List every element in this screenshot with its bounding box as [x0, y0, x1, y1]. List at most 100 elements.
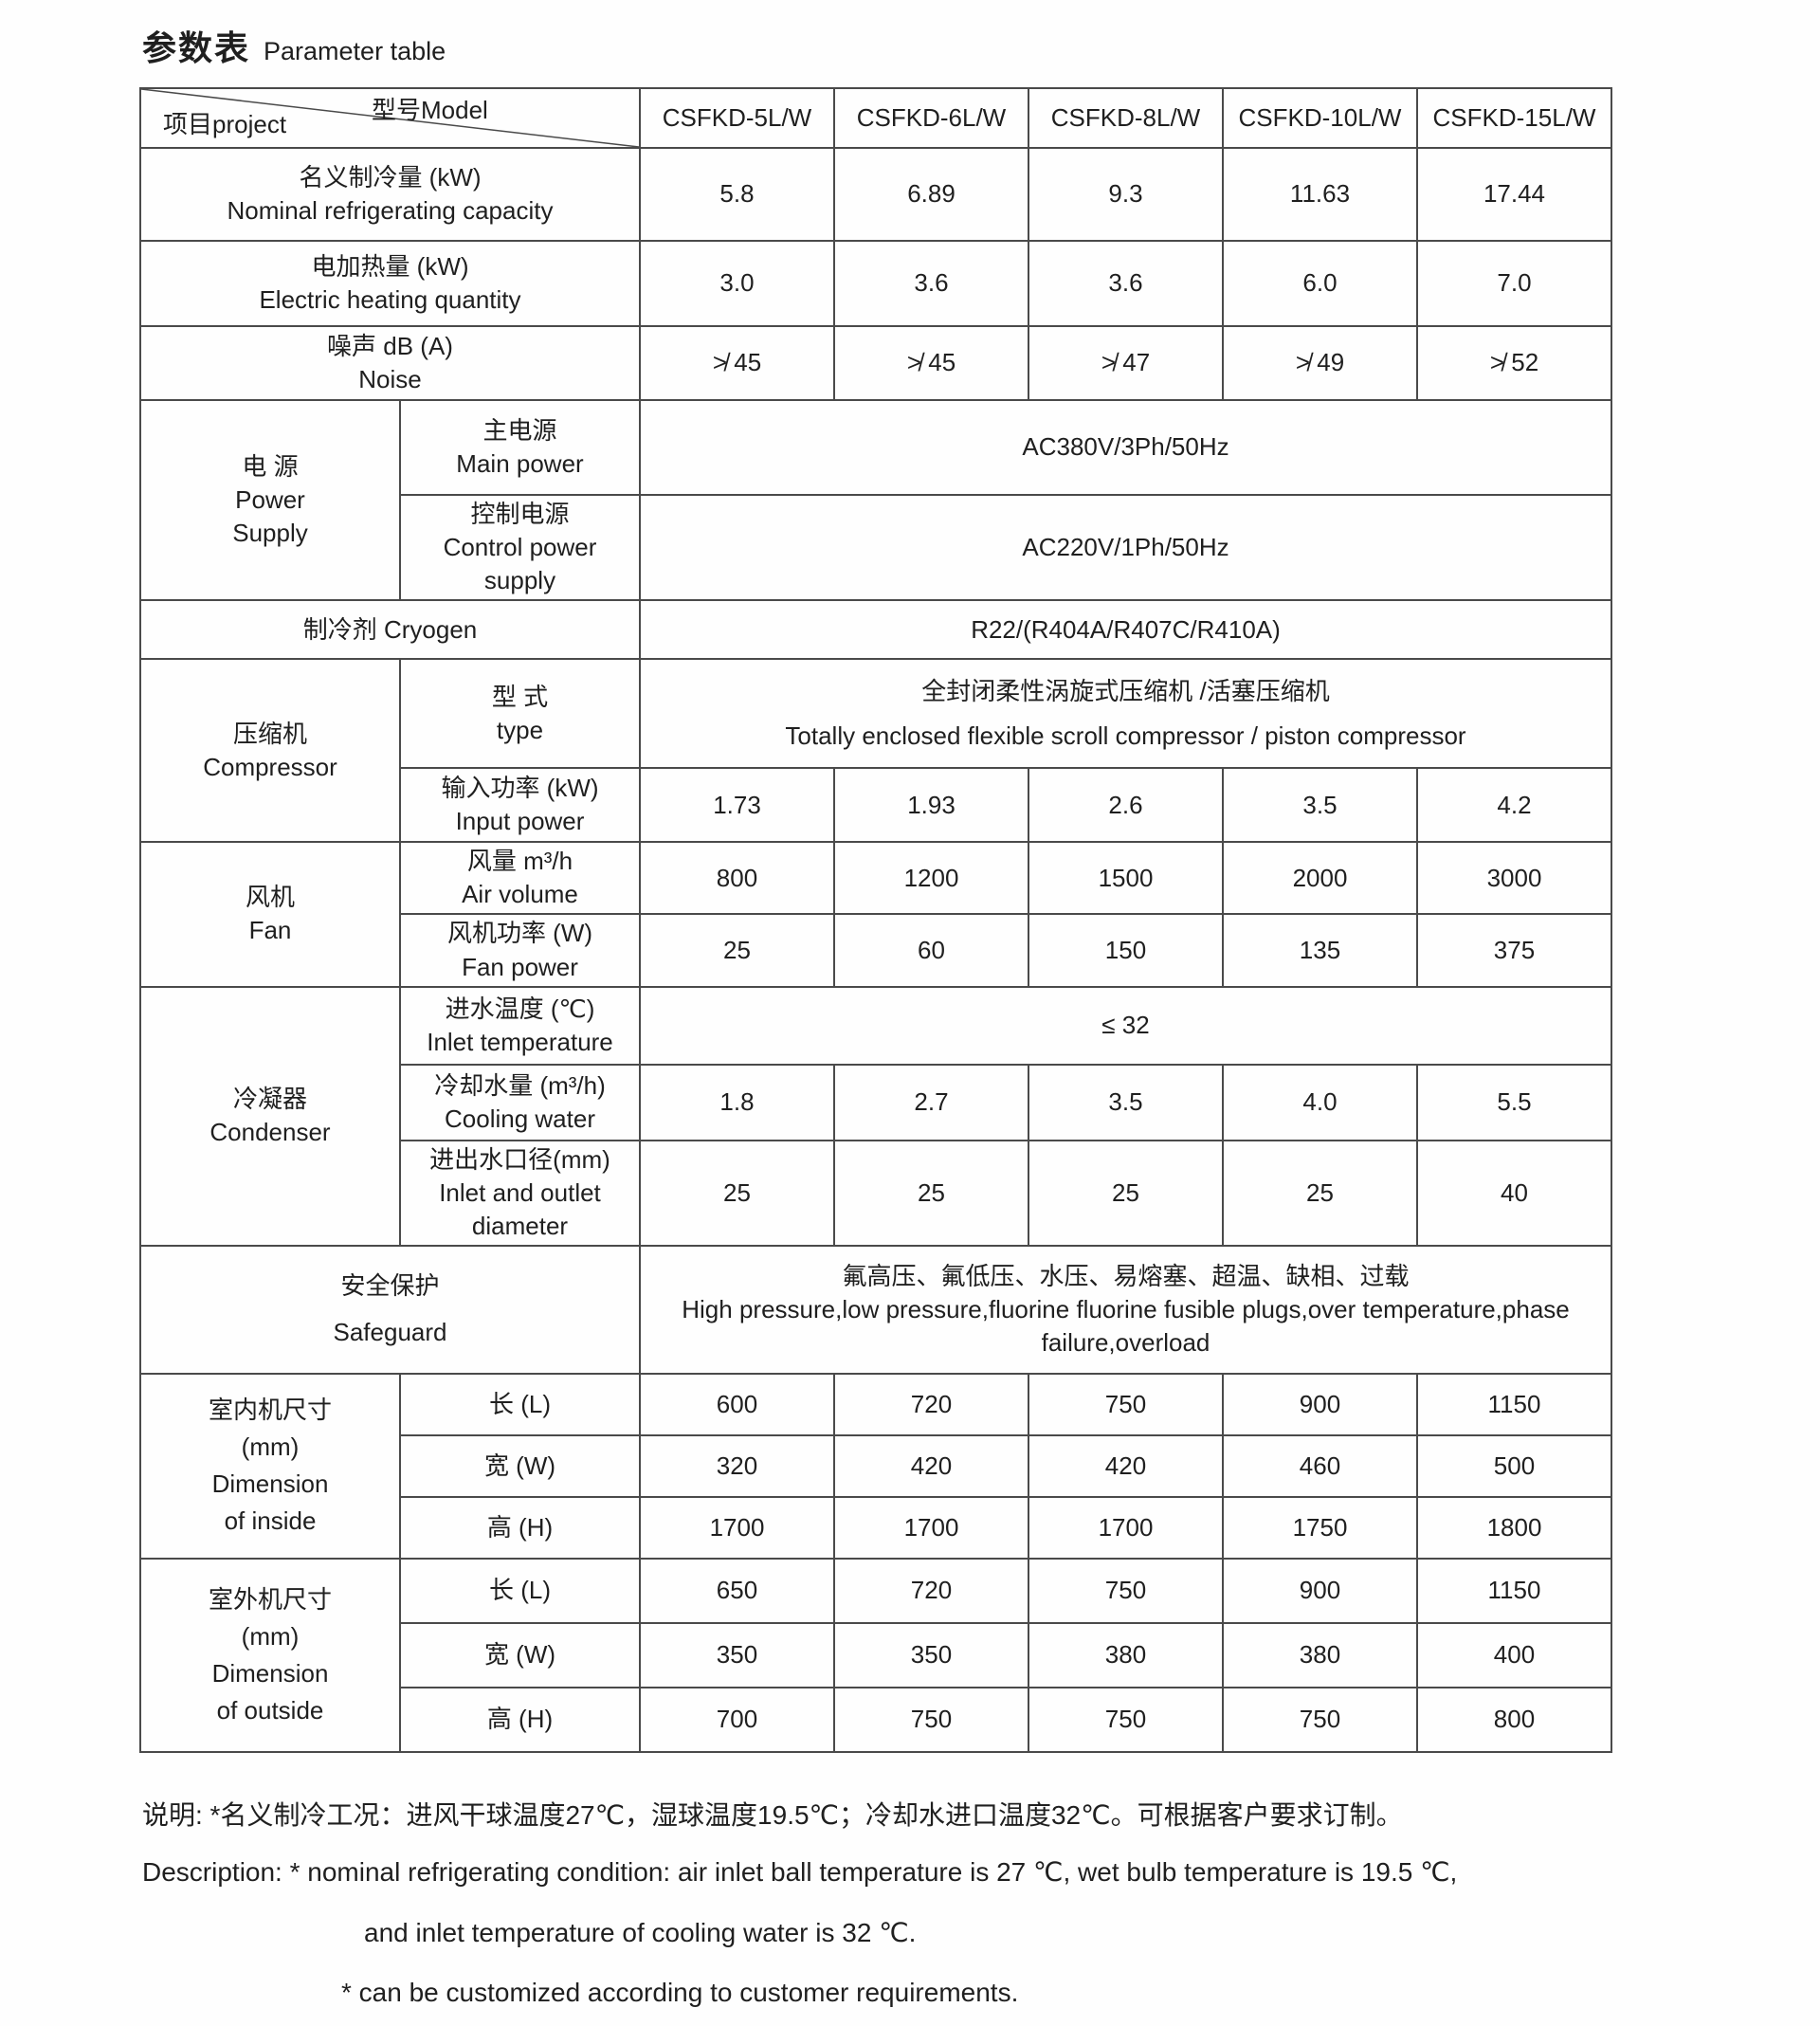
- value-cell-control-power: AC220V/1Ph/50Hz: [639, 493, 1612, 602]
- footnote-en-line2: and inlet temperature of cooling water i…: [364, 1918, 917, 1947]
- model-header: CSFKD-5L/W: [639, 87, 835, 149]
- row-label-safeguard: 安全保护 Safeguard: [139, 1244, 641, 1375]
- value-cell: 6.0: [1222, 240, 1418, 327]
- value-cell: 900: [1222, 1372, 1418, 1436]
- value-cell: 750: [1028, 1372, 1224, 1436]
- value-cell: 420: [833, 1433, 1029, 1498]
- row-outside-length: 室外机尺寸 (mm) Dimension of outside 长 (L) 65…: [139, 1557, 1612, 1753]
- sub-label-input-power: 输入功率 (kW) Input power: [399, 767, 641, 844]
- value-cell: 4.0: [1222, 1063, 1418, 1141]
- value-cell: 375: [1416, 913, 1612, 988]
- sub-label-cooling-water: 冷却水量 (m³/h) Cooling water: [399, 1063, 641, 1141]
- value-cell: 3.0: [639, 240, 835, 327]
- value-cell: 500: [1416, 1433, 1612, 1498]
- group-label-condenser: 冷凝器 Condenser: [139, 985, 401, 1247]
- value-cell: 40: [1416, 1139, 1612, 1247]
- value-cell: 800: [1416, 1686, 1612, 1753]
- group-label-compressor: 压缩机 Compressor: [139, 658, 401, 844]
- value-cell-compressor-type: 全封闭柔性涡旋式压缩机 /活塞压缩机 Totally enclosed flex…: [639, 658, 1612, 770]
- row-outside-width: 宽 (W) 350 350 380 380 400: [140, 1621, 1612, 1688]
- row-power-control: 控制电源 Control power supply AC220V/1Ph/50H…: [140, 493, 1612, 602]
- value-cell: 7.0: [1416, 240, 1612, 327]
- model-header: CSFKD-8L/W: [1028, 87, 1224, 149]
- value-cell: 3.5: [1028, 1063, 1224, 1141]
- row-label-nominal: 名义制冷量 (kW) Nominal refrigerating capacit…: [139, 147, 641, 242]
- corner-cell: 型号Model 项目project: [139, 87, 641, 149]
- row-power-main: 电 源 Power Supply 主电源 Main power AC380V/3…: [139, 398, 1612, 602]
- row-fan-air-volume: 风机 Fan 风量 m³/h Air volume 800 1200 1500 …: [139, 841, 1612, 988]
- model-header: CSFKD-6L/W: [833, 87, 1029, 149]
- row-condenser-cooling-water: 冷却水量 (m³/h) Cooling water 1.8 2.7 3.5 4.…: [140, 1063, 1612, 1141]
- row-condenser-inlet-temp: 冷凝器 Condenser 进水温度 (℃) Inlet temperature…: [139, 985, 1612, 1247]
- value-cell: 650: [639, 1557, 835, 1624]
- row-header: 型号Model 项目project CSFKD-5L/W CSFKD-6L/W …: [139, 87, 1612, 149]
- value-cell: 3000: [1416, 841, 1612, 916]
- value-cell: 380: [1222, 1621, 1418, 1688]
- value-cell: 1750: [1222, 1495, 1418, 1560]
- footnote-zh: 说明: *名义制冷工况：进风干球温度27℃，湿球温度19.5℃；冷却水进口温度3…: [142, 1800, 1403, 1830]
- value-cell: 1200: [833, 841, 1029, 916]
- value-cell: 1.93: [833, 767, 1029, 844]
- value-cell: 600: [639, 1372, 835, 1436]
- value-cell: 2.7: [833, 1063, 1029, 1141]
- value-cell: 750: [1222, 1686, 1418, 1753]
- value-cell: 9.3: [1028, 147, 1224, 242]
- value-cell: 25: [1028, 1139, 1224, 1247]
- value-cell: 800: [639, 841, 835, 916]
- row-label-noise: 噪声 dB (A) Noise: [139, 325, 641, 401]
- value-cell: 25: [833, 1139, 1029, 1247]
- group-label-power-supply: 电 源 Power Supply: [139, 398, 401, 602]
- value-cell-safeguard: 氟高压、氟低压、水压、易熔塞、超温、缺相、过载 High pressure,lo…: [639, 1244, 1612, 1375]
- value-cell-cryogen: R22/(R404A/R407C/R410A): [639, 599, 1612, 661]
- row-noise: 噪声 dB (A) Noise ≯ 45 ≯ 45 ≯ 47 ≯ 49 ≯ 52: [139, 325, 1612, 401]
- group-label-dimension-inside: 室内机尺寸 (mm) Dimension of inside: [139, 1372, 401, 1560]
- value-cell: 2000: [1222, 841, 1418, 916]
- page-title-en: Parameter table: [264, 37, 446, 65]
- value-cell: 380: [1028, 1621, 1224, 1688]
- row-label-cryogen: 制冷剂 Cryogen: [139, 599, 641, 661]
- value-cell: 1.8: [639, 1063, 835, 1141]
- value-cell: 60: [833, 913, 1029, 988]
- row-inside-width: 宽 (W) 320 420 420 460 500: [140, 1433, 1612, 1498]
- row-inside-height: 高 (H) 1700 1700 1700 1750 1800: [140, 1495, 1612, 1560]
- value-cell: 350: [639, 1621, 835, 1688]
- sub-label-width: 宽 (W): [399, 1621, 641, 1688]
- value-cell: ≯ 47: [1028, 325, 1224, 401]
- model-header: CSFKD-10L/W: [1222, 87, 1418, 149]
- value-cell: 6.89: [833, 147, 1029, 242]
- value-cell: 3.6: [833, 240, 1029, 327]
- value-cell: 750: [1028, 1686, 1224, 1753]
- row-cryogen: 制冷剂 Cryogen R22/(R404A/R407C/R410A): [139, 599, 1612, 661]
- value-cell: 135: [1222, 913, 1418, 988]
- value-cell: 4.2: [1416, 767, 1612, 844]
- value-cell: 2.6: [1028, 767, 1224, 844]
- value-cell: ≯ 45: [639, 325, 835, 401]
- page-title-zh: 参数表: [142, 28, 251, 67]
- row-condenser-diameter: 进出水口径(mm) Inlet and outlet diameter 25 2…: [140, 1139, 1612, 1247]
- value-cell: 720: [833, 1372, 1029, 1436]
- value-cell: 720: [833, 1557, 1029, 1624]
- value-cell: 350: [833, 1621, 1029, 1688]
- row-inside-length: 室内机尺寸 (mm) Dimension of inside 长 (L) 600…: [139, 1372, 1612, 1560]
- footnote-en-line1: Description: * nominal refrigerating con…: [142, 1857, 1458, 1887]
- value-cell: 400: [1416, 1621, 1612, 1688]
- sub-label-width: 宽 (W): [399, 1433, 641, 1498]
- group-label-dimension-outside: 室外机尺寸 (mm) Dimension of outside: [139, 1557, 401, 1753]
- value-cell: 25: [639, 913, 835, 988]
- value-cell: 1700: [1028, 1495, 1224, 1560]
- row-label-heating: 电加热量 (kW) Electric heating quantity: [139, 240, 641, 327]
- row-compressor-type: 压缩机 Compressor 型 式 type 全封闭柔性涡旋式压缩机 /活塞压…: [139, 658, 1612, 844]
- value-cell: 750: [1028, 1557, 1224, 1624]
- sub-label-inlet-temperature: 进水温度 (℃) Inlet temperature: [399, 985, 641, 1066]
- value-cell: 150: [1028, 913, 1224, 988]
- value-cell: 3.5: [1222, 767, 1418, 844]
- sub-label-length: 长 (L): [399, 1557, 641, 1624]
- value-cell: 1.73: [639, 767, 835, 844]
- sub-label-main-power: 主电源 Main power: [399, 399, 641, 496]
- row-safeguard: 安全保护 Safeguard 氟高压、氟低压、水压、易熔塞、超温、缺相、过载 H…: [139, 1244, 1612, 1375]
- value-cell: ≯ 45: [833, 325, 1029, 401]
- sub-label-control-power: 控制电源 Control power supply: [399, 493, 641, 602]
- row-fan-power: 风机功率 (W) Fan power 25 60 150 135 375: [140, 913, 1612, 988]
- group-label-fan: 风机 Fan: [139, 841, 401, 988]
